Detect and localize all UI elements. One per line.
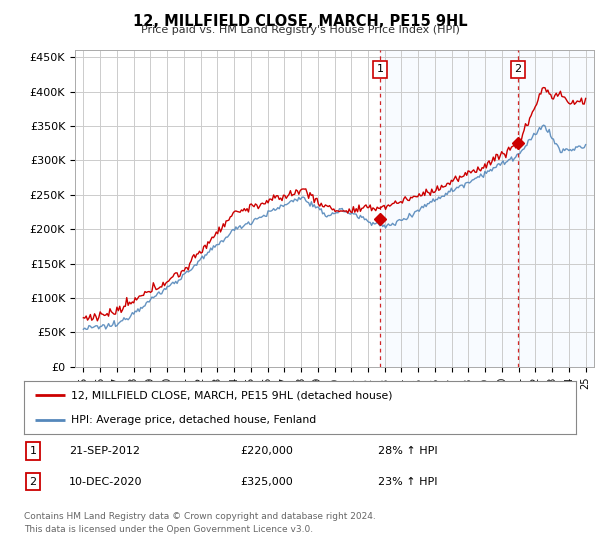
Text: £220,000: £220,000 [240,446,293,456]
Text: 23% ↑ HPI: 23% ↑ HPI [378,477,437,487]
Text: 28% ↑ HPI: 28% ↑ HPI [378,446,437,456]
Text: £325,000: £325,000 [240,477,293,487]
Text: 1: 1 [29,446,37,456]
Text: 1: 1 [377,64,383,74]
Text: Price paid vs. HM Land Registry's House Price Index (HPI): Price paid vs. HM Land Registry's House … [140,25,460,35]
Bar [380,50,600,367]
Text: 12, MILLFIELD CLOSE, MARCH, PE15 9HL (detached house): 12, MILLFIELD CLOSE, MARCH, PE15 9HL (de… [71,390,392,400]
Text: 2: 2 [29,477,37,487]
Text: 12, MILLFIELD CLOSE, MARCH, PE15 9HL: 12, MILLFIELD CLOSE, MARCH, PE15 9HL [133,14,467,29]
Text: HPI: Average price, detached house, Fenland: HPI: Average price, detached house, Fenl… [71,414,316,424]
Text: 21-SEP-2012: 21-SEP-2012 [69,446,140,456]
Text: Contains HM Land Registry data © Crown copyright and database right 2024.
This d: Contains HM Land Registry data © Crown c… [24,512,376,534]
Text: 2: 2 [514,64,521,74]
Text: 10-DEC-2020: 10-DEC-2020 [69,477,143,487]
